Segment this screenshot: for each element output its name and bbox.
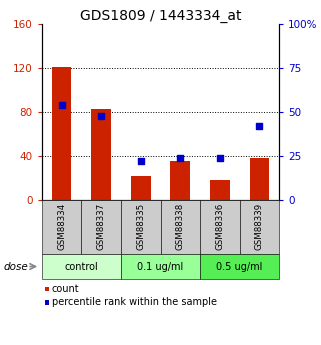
- Point: [99, 113, 104, 118]
- Bar: [91, 109, 111, 200]
- Text: GSM88335: GSM88335: [136, 203, 145, 250]
- Bar: [81, 200, 121, 254]
- Text: GSM88338: GSM88338: [176, 203, 185, 250]
- Point: [178, 155, 183, 161]
- Text: GSM88334: GSM88334: [57, 203, 66, 250]
- Text: 0.1 ug/ml: 0.1 ug/ml: [137, 262, 184, 272]
- Bar: [45, 287, 49, 291]
- Bar: [210, 180, 230, 200]
- Point: [138, 159, 143, 164]
- Bar: [170, 160, 190, 200]
- Bar: [42, 200, 81, 254]
- Text: 0.5 ug/ml: 0.5 ug/ml: [216, 262, 263, 272]
- Bar: [200, 254, 279, 279]
- Text: GSM88336: GSM88336: [215, 203, 224, 250]
- Bar: [240, 200, 279, 254]
- Bar: [121, 254, 200, 279]
- Bar: [160, 200, 200, 254]
- Point: [217, 155, 222, 161]
- Text: dose: dose: [3, 262, 28, 272]
- Bar: [200, 200, 240, 254]
- Bar: [249, 158, 269, 200]
- Bar: [131, 176, 151, 200]
- Text: control: control: [65, 262, 98, 272]
- Bar: [45, 300, 49, 305]
- Text: count: count: [52, 284, 79, 294]
- Point: [257, 124, 262, 129]
- Title: GDS1809 / 1443334_at: GDS1809 / 1443334_at: [80, 9, 241, 23]
- Text: percentile rank within the sample: percentile rank within the sample: [52, 297, 217, 307]
- Text: GSM88339: GSM88339: [255, 203, 264, 250]
- Bar: [42, 254, 121, 279]
- Point: [59, 102, 64, 108]
- Bar: [121, 200, 160, 254]
- Bar: [52, 67, 71, 200]
- Text: GSM88337: GSM88337: [97, 203, 106, 250]
